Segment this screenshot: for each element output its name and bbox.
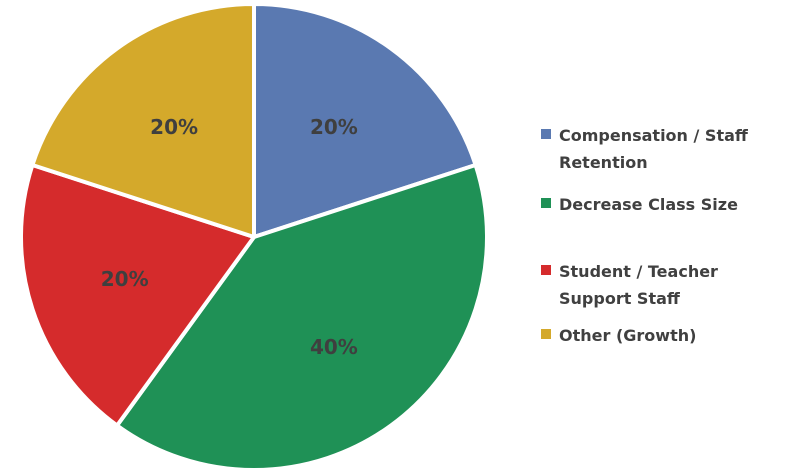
pie-slice-labels: 20% 40% 20% 20% bbox=[101, 115, 358, 359]
legend-label-support-staff: Student / Teacher Support Staff bbox=[559, 262, 718, 308]
pie-slice-compensation bbox=[252, 2, 478, 239]
legend-swatch-compensation bbox=[541, 129, 551, 139]
legend-item-other: Other (Growth) bbox=[541, 322, 779, 349]
legend-item-compensation: Compensation / Staff Retention bbox=[541, 122, 779, 176]
pie-slices bbox=[18, 2, 489, 472]
pie-slice-class-size bbox=[115, 163, 489, 472]
legend-swatch-support-staff bbox=[541, 265, 551, 275]
legend-label-other: Other (Growth) bbox=[559, 326, 697, 345]
legend-label-class-size: Decrease Class Size bbox=[559, 195, 738, 214]
slice-label-class-size: 40% bbox=[310, 335, 358, 359]
legend-item-class-size: Decrease Class Size bbox=[541, 191, 779, 218]
legend-item-support-staff: Student / Teacher Support Staff bbox=[541, 258, 779, 312]
legend-swatch-class-size bbox=[541, 198, 551, 208]
pie-slice-support-staff bbox=[18, 163, 256, 428]
slice-label-other: 20% bbox=[150, 115, 198, 139]
legend-label-compensation: Compensation / Staff Retention bbox=[559, 126, 748, 172]
slice-label-support-staff: 20% bbox=[101, 267, 149, 291]
pie-slice-other bbox=[30, 2, 256, 239]
slice-label-compensation: 20% bbox=[310, 115, 358, 139]
legend-swatch-other bbox=[541, 329, 551, 339]
